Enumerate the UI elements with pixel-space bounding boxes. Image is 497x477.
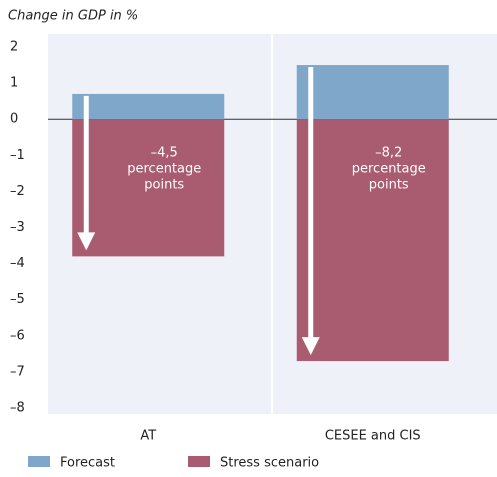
legend-swatch [28,456,50,467]
y-tick-label: –6 [10,328,25,343]
y-tick-label: 2 [10,40,18,55]
annotation: percentage [127,162,201,177]
legend-label: Stress scenario [220,456,319,471]
y-axis-label: Change in GDP in % [8,9,138,24]
y-tick-label: 0 [10,112,18,127]
bar [72,93,225,120]
bar [296,65,449,120]
annotation: percentage [352,162,426,177]
y-tick-label: –7 [10,364,25,379]
y-tick-label: 1 [10,76,18,91]
x-tick-label: AT [140,429,156,444]
legend-label: Forecast [60,456,115,471]
legend-swatch [188,456,210,467]
annotation: –8,2 [375,146,402,161]
y-tick-label: –1 [10,148,25,163]
annotation: –4,5 [151,146,178,161]
x-tick-label: CESEE and CIS [325,429,421,444]
arrow-head [77,232,96,251]
bar [296,119,449,362]
y-tick-label: –8 [10,401,25,416]
y-tick-label: –5 [10,292,25,307]
y-tick-label: –3 [10,220,25,235]
y-tick-label: –4 [10,256,25,271]
annotation: points [144,178,184,193]
y-tick-label: –2 [10,184,25,199]
arrow-head [301,337,320,356]
annotation: points [369,178,409,193]
bar [72,119,225,257]
